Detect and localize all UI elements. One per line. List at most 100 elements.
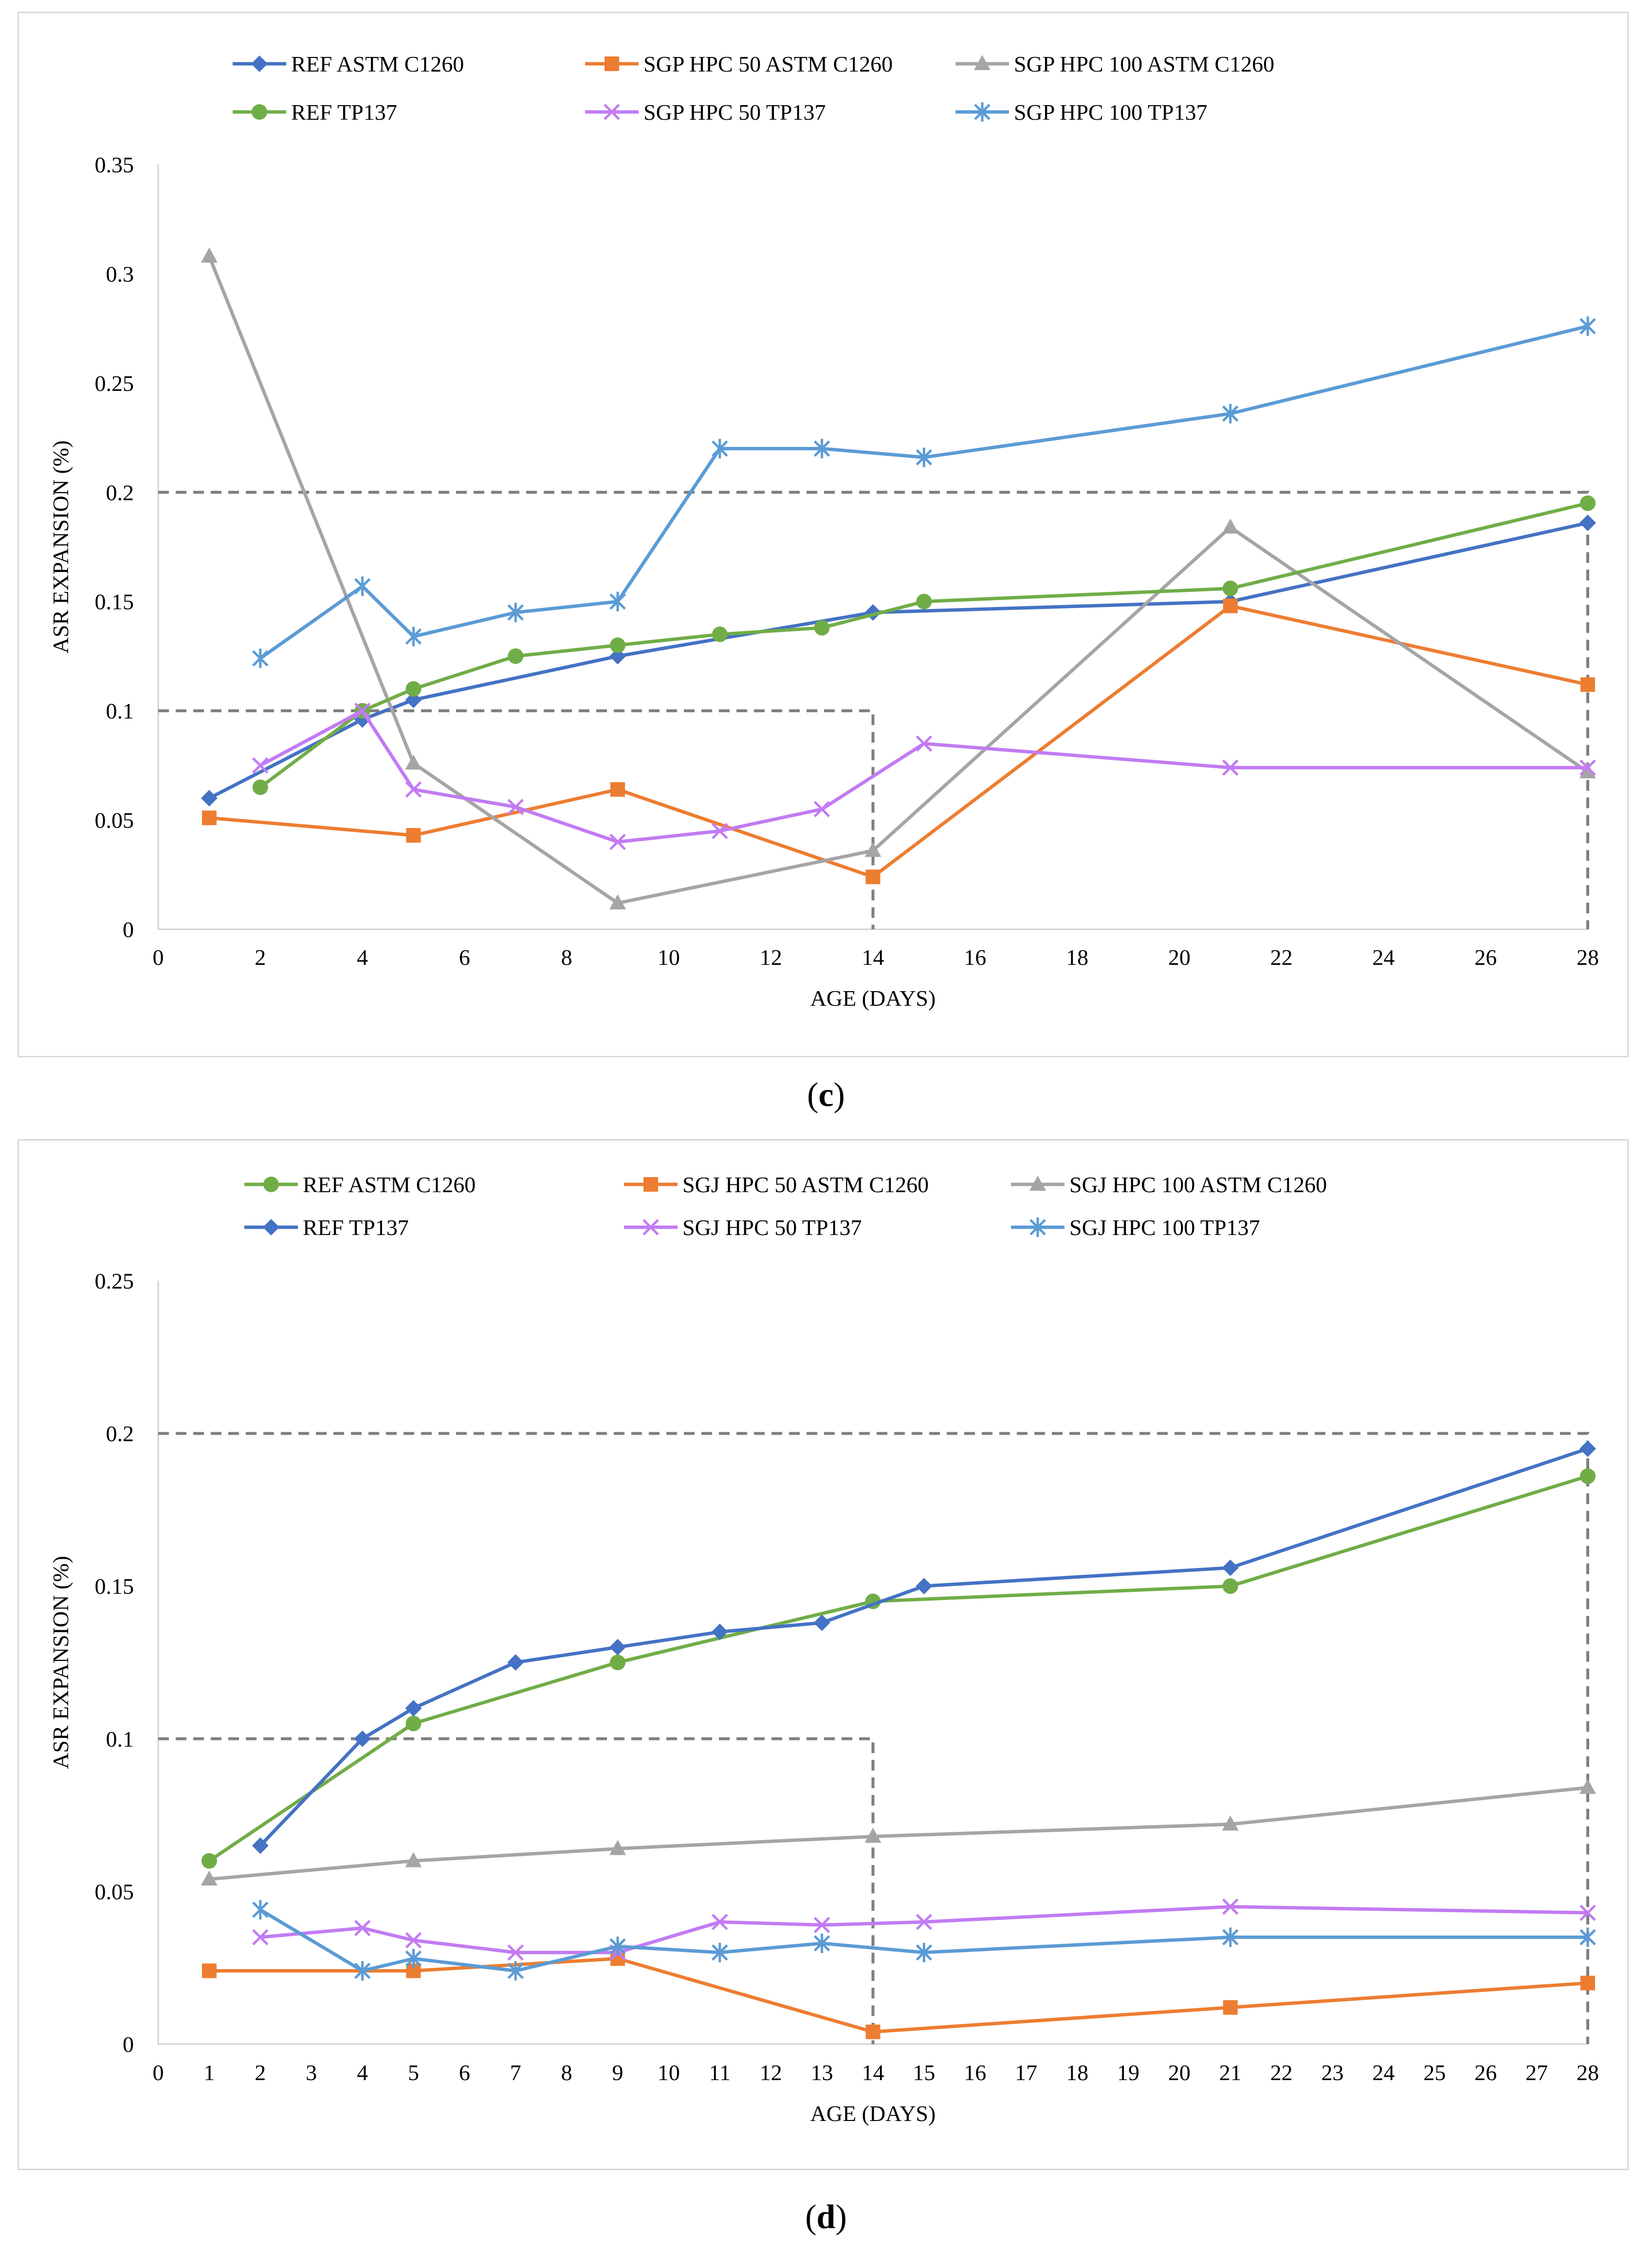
x-tick-label: 14 — [862, 945, 884, 970]
data-point — [1223, 2000, 1238, 2015]
legend-label: SGJ HPC 50 ASTM C1260 — [682, 1172, 929, 1197]
y-tick-label: 0.25 — [95, 1269, 134, 1293]
data-point — [610, 782, 625, 797]
x-tick-label: 10 — [658, 945, 680, 970]
y-tick-label: 0.3 — [106, 261, 134, 286]
data-point — [1223, 581, 1238, 596]
x-tick-label: 23 — [1322, 2060, 1344, 2085]
x-tick-label: 10 — [658, 2060, 680, 2085]
legend-marker — [643, 1177, 658, 1192]
y-tick-label: 0.1 — [106, 1727, 134, 1752]
y-tick-label: 0.2 — [106, 1421, 134, 1446]
data-point — [866, 2025, 881, 2039]
data-point — [1579, 1440, 1596, 1457]
x-tick-label: 24 — [1372, 2060, 1395, 2085]
legend-label: REF TP137 — [291, 100, 397, 125]
data-point — [712, 627, 728, 642]
data-point — [866, 869, 881, 884]
x-tick-label: 15 — [913, 2060, 935, 2085]
x-tick-label: 28 — [1577, 945, 1599, 970]
data-point — [202, 1853, 217, 1869]
x-tick-label: 4 — [357, 2060, 368, 2085]
data-point — [1222, 518, 1239, 534]
legend-marker — [263, 1177, 279, 1192]
x-tick-label: 22 — [1270, 945, 1293, 970]
data-point — [609, 1639, 626, 1656]
data-point — [253, 648, 268, 668]
data-point — [202, 1963, 217, 1978]
y-tick-label: 0.1 — [106, 699, 134, 723]
x-tick-label: 17 — [1015, 2060, 1037, 2085]
legend-label: REF ASTM C1260 — [291, 52, 464, 76]
data-point — [916, 1578, 932, 1594]
data-point — [1222, 1560, 1239, 1576]
data-point — [508, 648, 523, 664]
x-tick-label: 26 — [1474, 2060, 1497, 2085]
threshold-line — [158, 1739, 873, 2044]
data-point — [253, 779, 268, 795]
x-tick-label: 9 — [612, 2060, 624, 2085]
y-tick-label: 0.05 — [95, 1879, 134, 1904]
data-point — [355, 576, 370, 596]
y-tick-label: 0.15 — [95, 1574, 134, 1599]
x-tick-label: 7 — [510, 2060, 521, 2085]
data-point — [814, 1614, 830, 1631]
x-axis-title: AGE (DAYS) — [810, 986, 936, 1011]
data-point — [405, 755, 422, 770]
legend-marker — [252, 104, 267, 120]
data-point — [1580, 677, 1595, 692]
data-point — [406, 828, 421, 843]
data-point — [1223, 1578, 1238, 1594]
x-tick-label: 1 — [203, 2060, 215, 2085]
data-point — [201, 248, 218, 263]
data-point — [202, 811, 217, 825]
series-line — [209, 1476, 1588, 1861]
legend-marker — [263, 1219, 279, 1236]
series-line — [260, 711, 1588, 842]
x-tick-label: 0 — [153, 945, 164, 970]
x-tick-label: 16 — [964, 2060, 986, 2085]
legend-marker — [605, 56, 619, 71]
data-point — [610, 637, 625, 653]
y-tick-label: 0.15 — [95, 590, 134, 614]
legend-label: SGP HPC 50 ASTM C1260 — [643, 52, 893, 76]
chart-canvas: 00.050.10.150.20.250.30.350 2 4 6 8 10 12 14 16 1… — [0, 0, 1652, 2250]
data-point — [1580, 1468, 1596, 1484]
data-point — [916, 594, 932, 609]
x-tick-label: 12 — [760, 945, 782, 970]
x-axis-title: AGE (DAYS) — [810, 2101, 936, 2126]
x-tick-label: 26 — [1474, 945, 1497, 970]
legend-label: SGJ HPC 100 ASTM C1260 — [1069, 1172, 1327, 1197]
x-tick-label: 27 — [1525, 2060, 1548, 2085]
data-point — [1579, 1779, 1596, 1794]
x-tick-label: 18 — [1066, 2060, 1088, 2085]
series-line — [260, 1449, 1588, 1845]
x-tick-label: 18 — [1066, 945, 1088, 970]
y-tick-label: 0 — [123, 917, 134, 942]
x-tick-label: 5 — [408, 2060, 419, 2085]
data-point — [201, 790, 218, 807]
y-tick-label: 0.35 — [95, 152, 134, 177]
legend-label: REF TP137 — [303, 1215, 409, 1240]
chart-c: 00.050.10.150.20.250.30.350 2 4 6 8 10 12 14 16 1… — [48, 52, 1599, 1011]
data-point — [405, 681, 421, 697]
data-point — [405, 1700, 422, 1716]
legend-label: SGP HPC 100 TP137 — [1014, 100, 1208, 125]
x-tick-label: 25 — [1423, 2060, 1446, 2085]
x-tick-label: 3 — [306, 2060, 317, 2085]
x-tick-label: 21 — [1219, 2060, 1242, 2085]
data-point — [1579, 515, 1596, 531]
data-point — [814, 620, 830, 636]
data-point — [1580, 496, 1596, 511]
y-tick-label: 0.2 — [106, 480, 134, 505]
legend-label: SGP HPC 50 TP137 — [643, 100, 826, 125]
x-tick-label: 28 — [1577, 2060, 1599, 2085]
legend-marker — [251, 55, 268, 72]
x-tick-label: 6 — [459, 2060, 470, 2085]
x-tick-label: 12 — [760, 2060, 782, 2085]
series-line — [209, 257, 1588, 904]
x-tick-label: 22 — [1270, 2060, 1293, 2085]
x-tick-label: 4 — [357, 945, 368, 970]
x-tick-label: 0 — [153, 2060, 164, 2085]
legend-label: SGP HPC 100 ASTM C1260 — [1014, 52, 1274, 76]
